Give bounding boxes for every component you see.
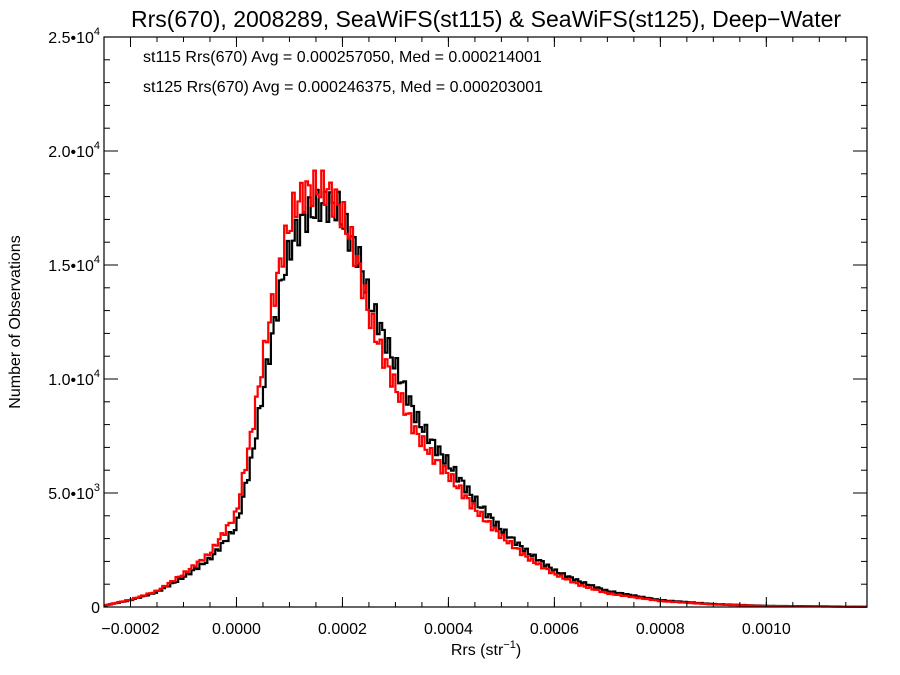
x-tick-label: 0.0002 [318, 621, 367, 638]
x-axis-label-superscript: −1 [503, 639, 516, 651]
y-tick-label: 2.5•104 [48, 26, 100, 47]
x-axis-label-main: Rrs (str [451, 642, 504, 659]
y-axis-label: Number of Observations [7, 235, 24, 408]
x-tick-label: 0.0000 [212, 621, 261, 638]
y-tick-label: 2.0•104 [48, 140, 100, 161]
x-axis-label-close: ) [516, 642, 521, 659]
y-tick-label: 1.0•104 [48, 368, 100, 389]
chart-title: Rrs(670), 2008289, SeaWiFS(st115) & SeaW… [131, 6, 841, 32]
annotation-st125-stats: st125 Rrs(670) Avg = 0.000246375, Med = … [143, 79, 543, 96]
y-tick-label: 5.0•103 [48, 482, 100, 503]
x-tick-label: −0.0002 [101, 621, 159, 638]
series-st125-line [104, 169, 867, 608]
x-axis-label: Rrs (str−1) [451, 639, 521, 659]
x-tick-label: 0.0004 [424, 621, 473, 638]
y-tick-labels: 0 5.0•103 1.0•104 1.5•104 2.0•104 2.5•104 [48, 26, 100, 617]
x-tick-label: 0.0006 [530, 621, 579, 638]
annotation-st115-stats: st115 Rrs(670) Avg = 0.000257050, Med = … [143, 49, 542, 66]
y-tick-label: 0 [91, 600, 100, 617]
plot-frame [103, 36, 868, 608]
x-tick-label: 0.0010 [742, 621, 791, 638]
ticks-layer [103, 36, 867, 608]
series-layer [104, 169, 867, 608]
x-tick-labels: −0.0002 0.0000 0.0002 0.0004 0.0006 0.0008 0.0… [101, 621, 791, 638]
x-tick-label: 0.0008 [636, 621, 685, 638]
y-tick-label: 1.5•104 [48, 254, 100, 275]
